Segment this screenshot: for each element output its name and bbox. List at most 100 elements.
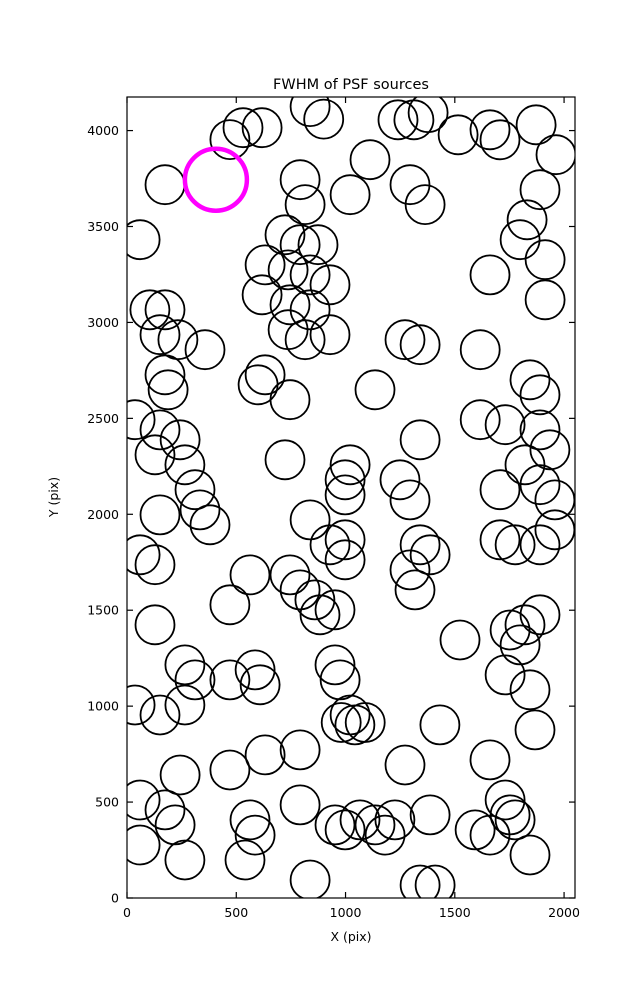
data-point-circle	[144, 164, 186, 206]
data-point-circle	[174, 659, 216, 701]
data-point-circle	[489, 609, 531, 651]
data-point-circle	[519, 409, 561, 451]
data-point-circle	[264, 439, 306, 481]
data-point-circle	[154, 804, 196, 846]
data-point-circle	[179, 489, 221, 531]
data-point-circle	[284, 184, 326, 226]
chart-title: FWHM of PSF sources	[273, 77, 429, 93]
data-point-circle	[159, 419, 201, 461]
data-point-circle	[241, 274, 283, 316]
data-point-circle	[289, 97, 331, 127]
data-point-circle	[519, 374, 561, 416]
y-tick-label: 500	[95, 795, 119, 810]
data-point-circle	[269, 554, 311, 596]
data-point-circle	[129, 289, 171, 331]
data-point-circle	[289, 254, 331, 296]
data-point-circle	[127, 779, 161, 821]
data-point-circle	[189, 504, 231, 546]
data-point-circle	[267, 249, 309, 291]
data-point-circle	[127, 399, 156, 441]
data-point-circle	[329, 174, 371, 216]
x-axis-label: X (pix)	[330, 929, 371, 944]
data-point-circle	[384, 744, 426, 786]
y-tick-label: 3500	[87, 219, 119, 234]
y-tick-label: 3000	[87, 315, 119, 330]
data-point-circle	[279, 224, 321, 266]
data-point-circle	[439, 619, 481, 661]
data-point-circle	[309, 524, 351, 566]
data-point-circle	[399, 324, 441, 366]
data-point-circle	[159, 754, 201, 796]
data-point-circle	[524, 279, 566, 321]
data-point-circle	[399, 864, 441, 898]
data-point-circle	[127, 824, 161, 866]
data-point-circle	[437, 114, 479, 156]
data-point-circle	[139, 494, 181, 536]
data-point-circle	[147, 369, 189, 411]
data-point-circle	[314, 644, 356, 686]
data-point-circle	[229, 799, 271, 841]
data-point-circle	[379, 459, 421, 501]
data-point-circle	[349, 139, 391, 181]
data-point-circle	[409, 794, 451, 836]
data-point-circle	[535, 134, 575, 176]
data-point-circle	[139, 694, 181, 736]
y-axis-label: Y (pix)	[46, 477, 61, 518]
y-tick-label: 2000	[87, 507, 119, 522]
data-point-circle	[164, 839, 206, 881]
data-point-circle	[459, 329, 501, 371]
data-point-circle	[279, 159, 321, 201]
data-point-circle	[469, 254, 511, 296]
data-point-circle	[184, 329, 226, 371]
data-point-circle	[519, 524, 561, 566]
data-point-circle	[244, 244, 286, 286]
data-point-circle	[484, 404, 526, 446]
data-point-circle	[499, 624, 541, 666]
data-point-circle	[209, 119, 251, 161]
data-point-circle	[139, 314, 181, 356]
data-point-circle	[289, 499, 331, 541]
data-point-circle	[309, 314, 351, 356]
data-point-circle	[241, 107, 283, 149]
data-point-circle	[297, 224, 339, 266]
data-point-circle	[419, 704, 461, 746]
data-point-circle	[393, 99, 435, 141]
data-point-circle	[134, 544, 176, 586]
data-point-circle	[339, 799, 381, 841]
data-point-circle	[229, 554, 271, 596]
data-point-circle	[144, 354, 186, 396]
data-point-circle	[164, 684, 206, 726]
data-point-circle	[504, 444, 546, 486]
data-point-circle	[329, 444, 371, 486]
data-point-circle	[484, 654, 526, 696]
y-tick-label: 1000	[87, 699, 119, 714]
data-point-circle	[139, 409, 181, 451]
x-tick-label: 1000	[330, 905, 362, 920]
data-point-circle	[164, 644, 206, 686]
data-point-circle	[479, 119, 521, 161]
data-point-circle	[174, 469, 216, 511]
data-point-circle	[515, 104, 557, 146]
data-point-circle	[144, 289, 186, 331]
data-point-circle	[399, 419, 441, 461]
data-point-circle	[344, 702, 386, 743]
data-point-circle	[309, 264, 351, 306]
data-point-circle	[324, 539, 366, 581]
data-point-circle	[324, 459, 366, 501]
data-point-circle	[377, 99, 419, 141]
data-point-circle	[399, 524, 441, 566]
data-point-circle	[279, 569, 321, 611]
data-point-circle	[319, 659, 361, 701]
data-point-circle	[244, 354, 286, 396]
x-tick-label: 1500	[439, 905, 471, 920]
data-point-circle	[504, 604, 546, 646]
data-point-circle	[239, 664, 281, 706]
data-point-circle	[279, 784, 321, 826]
data-point-circle	[224, 839, 266, 881]
data-point-circle	[509, 669, 551, 711]
data-point-circle	[134, 434, 176, 476]
data-point-circle	[374, 799, 416, 841]
x-tick-label: 500	[224, 905, 248, 920]
data-point-circle	[389, 549, 431, 591]
